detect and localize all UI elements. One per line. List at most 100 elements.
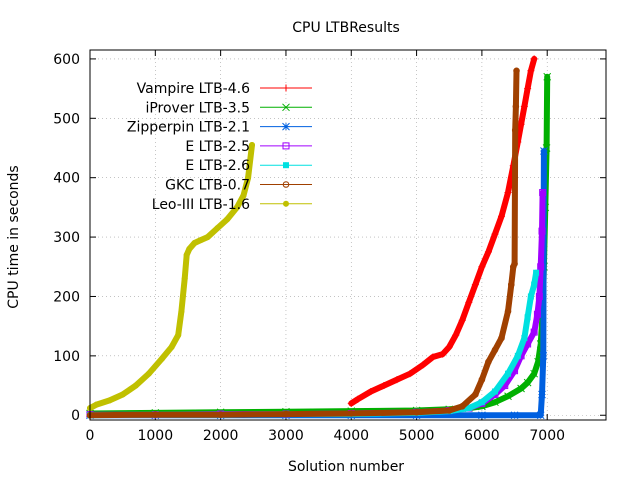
data-point: [530, 55, 538, 63]
data-point: [540, 147, 548, 155]
data-point: [459, 403, 466, 410]
data-point: [523, 378, 532, 387]
data-point: [527, 293, 534, 300]
data-point: [491, 398, 499, 407]
data-point: [282, 142, 290, 150]
x-tick-label: 2000: [203, 428, 239, 444]
data-point: [452, 331, 460, 339]
legend-label: Zipperpin LTB-2.1: [127, 120, 250, 136]
y-tick-label: 0: [71, 408, 80, 424]
data-point: [485, 358, 492, 366]
data-point: [152, 411, 159, 418]
data-point: [539, 352, 548, 360]
data-point: [145, 370, 152, 377]
data-point: [240, 192, 247, 199]
data-point: [175, 332, 182, 339]
y-tick-label: 400: [53, 171, 80, 187]
data-point: [513, 67, 520, 75]
data-point: [282, 181, 290, 188]
data-point: [491, 346, 499, 354]
data-point: [514, 352, 521, 359]
x-tick-label: 4000: [333, 428, 369, 444]
legend: Vampire LTB-4.6 iProver LTB-3.5 Zipperpin …: [127, 81, 312, 213]
data-point: [191, 240, 198, 247]
series-line: [348, 55, 538, 407]
data-point: [530, 328, 538, 336]
data-point: [282, 84, 290, 92]
data-point: [347, 399, 355, 407]
data-point: [511, 260, 518, 268]
data-point: [533, 310, 541, 318]
legend-label: GKC LTB-0.7: [165, 178, 250, 194]
data-point: [537, 263, 545, 271]
data-point: [535, 292, 543, 300]
data-point: [106, 397, 113, 404]
data-point: [538, 390, 546, 399]
legend-label: Vampire LTB-4.6: [137, 81, 250, 97]
data-point: [406, 370, 414, 378]
data-point: [93, 401, 100, 408]
data-point: [119, 391, 126, 398]
data-point: [511, 126, 519, 134]
series-layer: [86, 55, 552, 420]
data-point: [198, 237, 205, 244]
legend-label: E LTB-2.6: [185, 158, 250, 174]
legend-label: iProver LTB-3.5: [145, 100, 250, 116]
x-tick-label: 3000: [268, 428, 304, 444]
y-tick-label: 200: [53, 289, 80, 305]
data-point: [465, 298, 473, 306]
data-point: [465, 405, 472, 412]
data-point: [491, 230, 499, 238]
data-point: [282, 122, 290, 131]
series-6: [87, 142, 255, 412]
data-point: [178, 308, 185, 315]
data-point: [478, 263, 486, 271]
data-point: [283, 162, 289, 169]
data-point: [380, 382, 388, 390]
legend-label: E LTB-2.5: [185, 139, 250, 155]
data-point: [204, 234, 211, 241]
data-point: [471, 281, 479, 289]
y-tick-label: 600: [53, 52, 80, 68]
data-point: [183, 251, 190, 258]
x-tick-label: 7000: [529, 428, 565, 444]
y-axis-label: CPU time in seconds: [6, 165, 22, 308]
y-tick-label: 100: [53, 349, 80, 365]
data-point: [509, 263, 517, 271]
data-point: [445, 407, 453, 414]
data-point: [504, 392, 512, 401]
data-point: [478, 399, 485, 406]
data-point: [347, 410, 355, 417]
data-point: [233, 204, 240, 211]
data-point: [538, 227, 546, 235]
data-point: [536, 411, 545, 420]
axes: 0 1000 2000 3000 4000 5000 6000 7000 0 100 200 300 4…: [53, 50, 606, 444]
data-point: [527, 67, 535, 75]
data-point: [478, 376, 486, 383]
chart-title: CPU LTBResults: [292, 20, 400, 36]
data-point: [510, 411, 519, 420]
data-point: [530, 369, 539, 378]
data-point: [413, 408, 420, 416]
data-point: [498, 334, 505, 342]
legend-label: Leo-III LTB-1.6: [152, 197, 250, 213]
data-point: [248, 142, 255, 149]
data-point: [158, 355, 165, 362]
series-line: [87, 142, 255, 412]
data-point: [132, 382, 139, 389]
data-point: [504, 308, 512, 315]
plot-frame: [89, 49, 607, 421]
data-point: [520, 102, 528, 110]
series-5: [86, 67, 520, 419]
data-point: [524, 85, 532, 93]
data-point: [217, 411, 224, 418]
data-point: [458, 316, 466, 324]
data-point: [472, 391, 479, 398]
data-point: [497, 212, 505, 220]
data-point: [367, 387, 375, 395]
data-point: [439, 350, 447, 358]
x-tick-label: 1000: [137, 428, 173, 444]
data-point: [214, 225, 221, 232]
data-point: [505, 370, 512, 377]
